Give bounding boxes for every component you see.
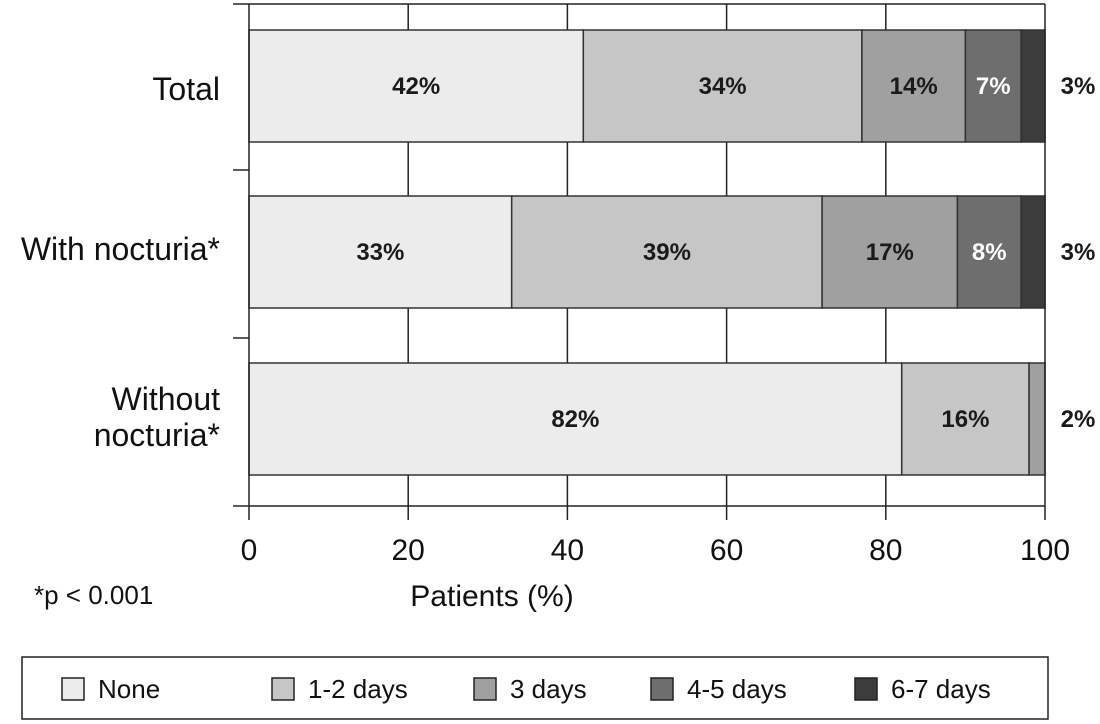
- footnote: *p < 0.001: [34, 580, 153, 610]
- data-label: 17%: [866, 239, 914, 266]
- x-tick-label-80: 80: [869, 534, 902, 567]
- x-tick-label-20: 20: [392, 534, 425, 567]
- legend-swatch: [854, 677, 878, 701]
- x-tick-label-0: 0: [241, 534, 258, 567]
- bar-segment: [964, 29, 1022, 143]
- bar-segment: [861, 29, 967, 143]
- legend: None 1-2 days 3 days 4-5 days 6-7 days: [21, 656, 1049, 720]
- bar-segment: [1020, 29, 1046, 143]
- data-label: 7%: [976, 73, 1011, 100]
- data-label: 16%: [941, 406, 989, 433]
- data-label: 33%: [356, 239, 404, 266]
- x-tick-label-100: 100: [1020, 534, 1070, 567]
- legend-label: 6-7 days: [891, 674, 991, 704]
- category-label: With nocturia*: [21, 231, 220, 267]
- outside-data-label: 3%: [1061, 73, 1096, 100]
- outside-data-label: 3%: [1061, 239, 1096, 266]
- x-tick-label-40: 40: [551, 534, 584, 567]
- data-label: 82%: [551, 406, 599, 433]
- bar-segment: [248, 29, 585, 143]
- category-label: Total: [152, 71, 220, 107]
- data-label: 39%: [643, 239, 691, 266]
- legend-label: 1-2 days: [308, 674, 408, 704]
- bar-segment: [248, 362, 903, 476]
- legend-swatch: [473, 677, 497, 701]
- x-axis-title: Patients (%): [410, 580, 573, 613]
- legend-label: None: [98, 674, 160, 704]
- bar-segment: [582, 29, 863, 143]
- data-label: 8%: [972, 239, 1007, 266]
- legend-swatch: [650, 677, 674, 701]
- legend-swatch: [271, 677, 295, 701]
- category-labels: Total With nocturia* Without nocturia*: [21, 71, 220, 453]
- data-label: 14%: [890, 73, 938, 100]
- category-label: Without nocturia*: [94, 381, 220, 453]
- legend-frame: [21, 656, 1049, 720]
- bar-segment: [510, 195, 823, 309]
- bar-segments: [248, 29, 1046, 476]
- bar-segment: [900, 362, 1030, 476]
- value-labels: 42% 34% 14% 7% 3% 33% 39% 17% 8% 3% 82% 16% 2%: [356, 73, 1095, 433]
- x-tick-label-60: 60: [710, 534, 743, 567]
- legend-swatch: [61, 677, 85, 701]
- bar-segment: [248, 195, 513, 309]
- bar-segment: [1020, 195, 1046, 309]
- bar-segment: [1028, 362, 1046, 476]
- legend-label: 3 days: [510, 674, 587, 704]
- legend-label: 4-5 days: [687, 674, 787, 704]
- axes: 0 20 40 60 80 100: [233, 3, 1070, 567]
- outside-data-label: 2%: [1061, 406, 1096, 433]
- data-label: 42%: [392, 73, 440, 100]
- data-label: 34%: [699, 73, 747, 100]
